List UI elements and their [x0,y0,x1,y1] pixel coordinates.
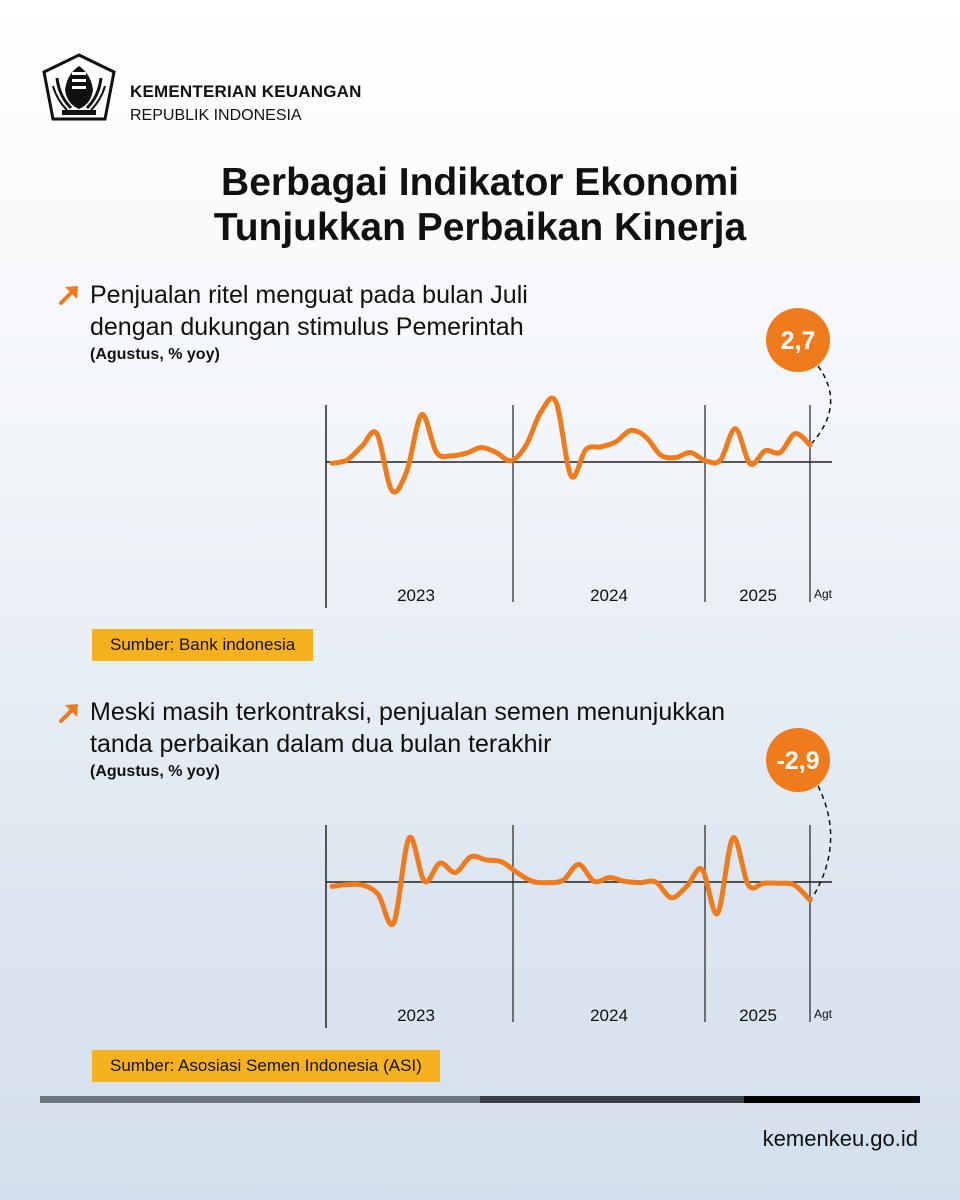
website-link[interactable]: kemenkeu.go.id [762,1126,918,1151]
page-title-line2: Tunjukkan Perbaikan Kinerja [213,206,747,249]
section2-heading-line1: Meski masih terkontraksi, penjualan seme… [90,698,726,726]
callout-value: -2,9 [776,747,819,775]
x-tick-label: 2023 [397,1006,435,1025]
page-title-line1: Berbagai Indikator Ekonomi [221,161,739,204]
trend-up-arrow-icon [59,286,78,305]
section1-heading-line2: dengan dukungan stimulus Pemerintah [90,313,524,341]
organization-name: KEMENTERIAN KEUANGAN REPUBLIK INDONESIA [130,80,362,128]
footer-divider-segment [744,1096,920,1103]
retail-sales-chart: 2,7 2023 2024 2025 Agt [325,308,833,608]
section1-source: Sumber: Bank indonesia [92,629,314,661]
cement-sales-chart: -2,9 2023 2024 2025 Agt [325,728,833,1028]
x-tick-label: 2025 [739,586,777,605]
kemenkeu-emblem-icon [40,52,118,122]
x-tick-label: Agt [814,587,833,601]
series-line [329,835,813,928]
series-line [329,395,813,495]
callout-connector [811,365,832,444]
section2-unit: (Agustus, % yoy) [90,763,220,780]
section2-source: Sumber: Asosiasi Semen Indonesia (ASI) [92,1050,440,1082]
x-tick-label: 2023 [397,586,435,605]
org-name-line2: REPUBLIK INDONESIA [130,107,302,124]
trend-up-arrow-icon [59,704,78,723]
org-name-line1: KEMENTERIAN KEUANGAN [130,82,362,101]
x-tick-label: 2024 [590,586,628,605]
x-tick-label: 2024 [590,1006,628,1025]
callout-value: 2,7 [781,327,816,355]
footer-divider-segment [480,1096,744,1103]
footer-divider-segment [40,1096,480,1103]
section1-unit: (Agustus, % yoy) [90,346,220,363]
section1-heading-line1: Penjualan ritel menguat pada bulan Juli [90,281,528,309]
callout-badge [766,308,830,372]
callout-connector [811,785,832,899]
section2-heading-line2: tanda perbaikan dalam dua bulan terakhir [90,730,552,758]
x-tick-label: 2025 [739,1006,777,1025]
x-tick-label: Agt [814,1007,833,1021]
callout-badge [766,728,830,792]
